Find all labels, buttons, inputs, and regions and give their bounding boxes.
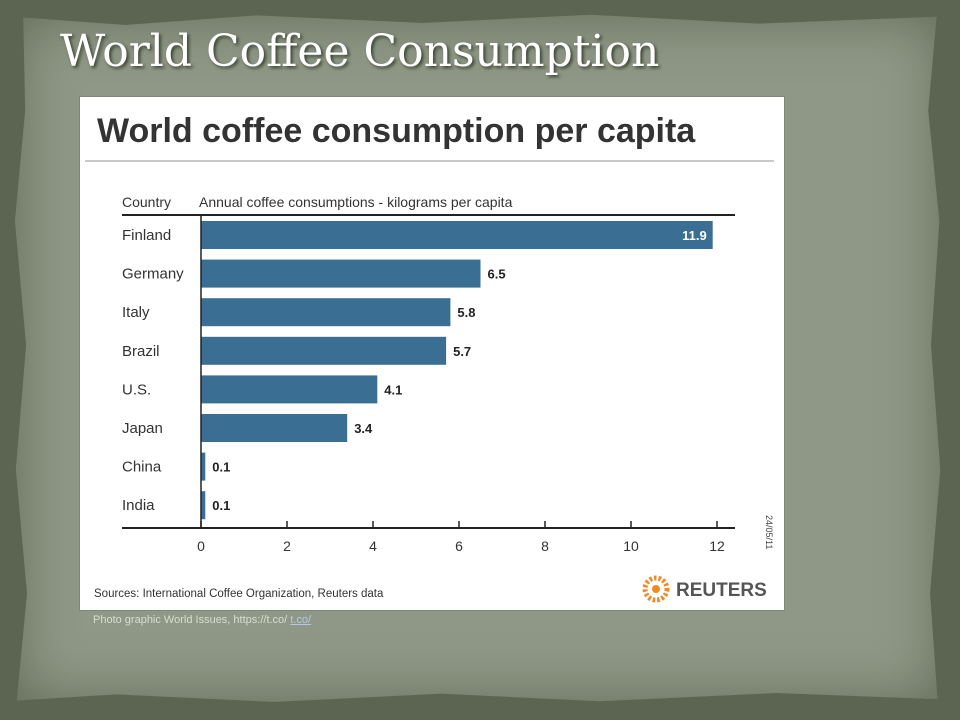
tick-label: 0 <box>197 538 205 554</box>
bar <box>201 414 348 442</box>
bar <box>201 298 451 327</box>
axis-ticks: 0 2 4 6 8 10 12 <box>197 521 725 554</box>
reuters-logo-icon <box>642 575 670 603</box>
value-label: 4.1 <box>384 382 402 397</box>
tick-label: 10 <box>623 538 639 554</box>
bar <box>201 259 481 288</box>
category-label: China <box>122 459 162 476</box>
caption-link[interactable]: t.co/ <box>290 614 312 626</box>
bar <box>201 375 378 404</box>
value-header: Annual coffee consumptions - kilograms p… <box>199 194 513 210</box>
bar <box>201 491 206 520</box>
slide-title: World Coffee Consumption <box>60 26 660 77</box>
value-label: 3.4 <box>354 421 373 436</box>
chart-title: World coffee consumption per capita <box>97 112 696 150</box>
category-label: Germany <box>122 266 184 283</box>
reuters-brand: REUTERS <box>676 580 767 601</box>
bar <box>201 336 447 365</box>
chart-source: Sources: International Coffee Organizati… <box>94 588 384 600</box>
chart-date: 24/05/11 <box>764 515 774 549</box>
category-label: Japan <box>122 420 163 437</box>
tick-label: 2 <box>283 538 291 554</box>
value-label: 0.1 <box>212 460 230 475</box>
caption-text: Photo graphic World Issues, https://t.co… <box>93 614 288 626</box>
bar-chart: World coffee consumption per capita Coun… <box>85 112 774 603</box>
category-header: Country <box>122 194 171 210</box>
tick-label: 12 <box>709 538 725 554</box>
category-label: India <box>122 497 155 514</box>
category-label: Finland <box>122 227 171 244</box>
value-label: 5.7 <box>453 344 471 359</box>
value-label: 6.5 <box>488 267 506 282</box>
tick-label: 6 <box>455 538 463 554</box>
value-label: 5.8 <box>457 305 475 320</box>
image-caption: Photo graphic World Issues, https://t.co… <box>93 614 311 626</box>
bars: Finland 11.9 Germany 6.5 Italy 5.8 Brazil 5.7 U.… <box>122 221 713 520</box>
chart-panel: World coffee consumption per capita Coun… <box>79 96 785 611</box>
value-label: 11.9 <box>682 228 707 243</box>
category-label: Italy <box>122 304 150 321</box>
tick-label: 4 <box>369 538 377 554</box>
tick-label: 8 <box>541 538 549 554</box>
bar <box>201 452 206 481</box>
value-label: 0.1 <box>212 498 230 513</box>
category-label: U.S. <box>122 381 151 398</box>
bar <box>201 221 713 249</box>
category-label: Brazil <box>122 343 160 360</box>
